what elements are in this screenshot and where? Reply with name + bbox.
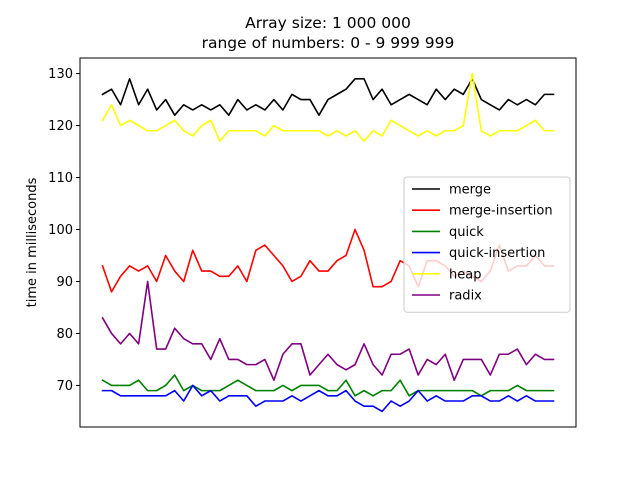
legend: merge merge-insertion quick quick-insertion… (403, 176, 571, 313)
y-tick-label: 130 (48, 67, 73, 82)
chart-title-line-2: range of numbers: 0 - 9 999 999 (202, 34, 455, 52)
y-tick-label: 110 (48, 171, 73, 186)
legend-label-radix: radix (449, 289, 482, 304)
chart-title-line-1: Array size: 1 000 000 (245, 14, 411, 32)
y-axis-label: time in milliseconds (25, 177, 40, 307)
series-line-merge (101, 77, 555, 116)
chart-title: Array size: 1 000 000 range of numbers: 0… (202, 14, 455, 52)
plot-area-frame (79, 57, 577, 428)
series-line-heap (101, 72, 555, 142)
y-tick-label: 80 (56, 327, 73, 342)
y-tick-label: 90 (56, 275, 73, 290)
series-lines (101, 72, 555, 413)
series-line-quick (101, 374, 555, 397)
legend-box (403, 176, 571, 313)
legend-label-merge-insertion: merge-insertion (449, 204, 553, 219)
legend-label-quick: quick (449, 225, 484, 240)
y-tick-label: 120 (48, 119, 73, 134)
y-axis: 70 80 90 100 110 120 130 (48, 67, 80, 394)
legend-label-merge: merge (449, 183, 491, 198)
series-line-radix (101, 280, 555, 382)
y-tick-label: 100 (48, 223, 73, 238)
legend-label-heap: heap (449, 267, 481, 282)
y-tick-label: 70 (56, 379, 73, 394)
legend-label-quick-insertion: quick-insertion (449, 246, 545, 261)
series-line-quick-insertion (101, 384, 555, 413)
